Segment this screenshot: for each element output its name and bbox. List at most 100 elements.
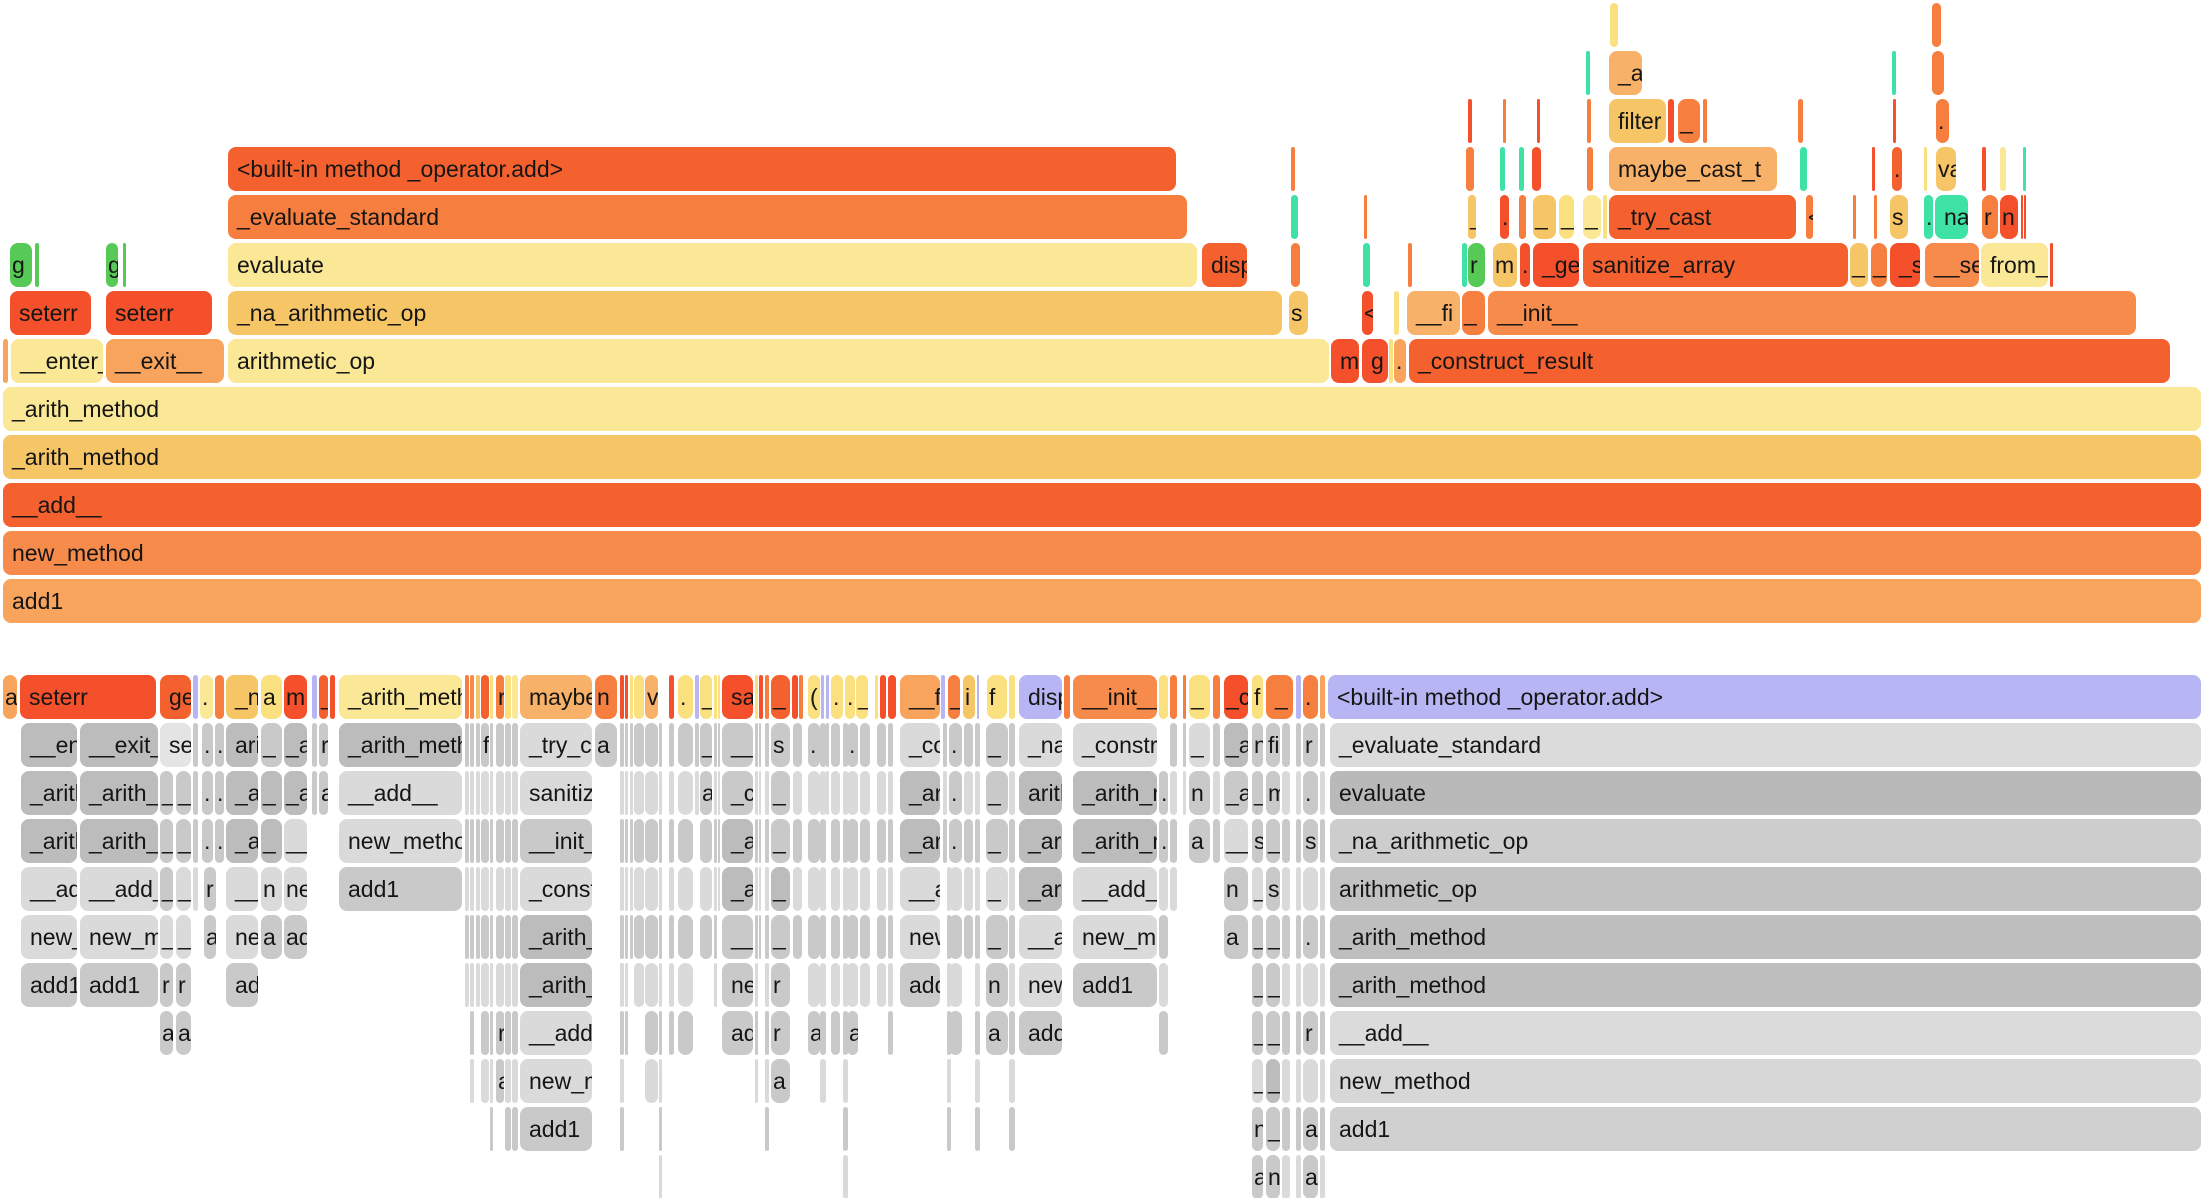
flame-bar[interactable] [2021,195,2023,239]
flame-bar-n[interactable]: n [986,963,1008,1007]
flame-bar-_[interactable]: _ [1871,243,1887,287]
flame-bar-new_method[interactable]: new_method [1073,915,1157,959]
flame-bar-s[interactable]: s [771,723,790,767]
flame-bar-_a[interactable]: _a [284,771,307,815]
flame-bar-n[interactable]: n [1252,1107,1263,1151]
flame-bar-filter[interactable]: filter [1609,99,1666,143]
flame-bar-[interactable]: . [845,675,855,719]
flame-bar[interactable] [1159,1011,1168,1055]
flame-bar[interactable] [465,771,469,815]
flame-bar[interactable] [481,675,489,719]
flame-bar[interactable] [476,675,480,719]
flame-bar-new_method[interactable]: new_method [900,915,940,959]
flame-bar[interactable] [481,1011,489,1055]
flame-bar-n[interactable]: n [2000,195,2018,239]
flame-bar-seterr[interactable]: seterr [106,291,212,335]
flame-bar-__add__[interactable]: __add__ [3,483,2201,527]
flame-bar-r[interactable]: r [496,675,504,719]
flame-bar[interactable] [1291,147,1295,191]
flame-bar-__exit__[interactable]: __exit__ [106,339,224,383]
flame-bar[interactable] [1170,675,1177,719]
flame-bar-_na_arithmetic_op[interactable]: _na_arithmetic_op [228,291,1282,335]
flame-bar-[interactable]: . [1520,243,1530,287]
flame-bar-[interactable]: . [808,723,820,767]
flame-bar[interactable] [1408,243,1412,287]
flame-bar[interactable] [808,867,820,911]
flame-bar[interactable] [669,819,674,863]
flame-bar-r[interactable]: r [1303,1011,1318,1055]
flame-bar[interactable] [1291,195,1298,239]
flame-bar[interactable] [645,819,658,863]
flame-bar[interactable] [765,771,769,815]
flame-bar-ne[interactable]: ne [284,867,307,911]
flame-bar[interactable] [1320,1011,1325,1055]
flame-bar-add1[interactable]: add1 [1019,1011,1062,1055]
flame-bar[interactable] [1466,147,1474,191]
flame-bar-_[interactable]: _ [700,675,712,719]
flame-bar[interactable] [765,723,769,767]
flame-bar[interactable] [634,723,644,767]
flame-bar[interactable] [678,1011,693,1055]
flame-bar[interactable] [1853,195,1856,239]
flame-bar-_na_arithmetic_op[interactable]: _na_arithmetic_op [1330,819,2201,863]
flame-bar-add1[interactable]: add1 [21,963,77,1007]
flame-bar[interactable] [193,819,198,863]
flame-bar-_evaluate_standard[interactable]: _evaluate_standard [228,195,1187,239]
flame-bar[interactable] [1394,291,1399,335]
flame-bar[interactable] [620,819,624,863]
flame-bar[interactable] [1924,147,1927,191]
flame-bar-_[interactable]: _ [1266,1011,1280,1055]
flame-bar-maybe[interactable]: maybe [520,675,592,719]
flame-bar-[interactable]: . [202,771,213,815]
flame-bar-_arith_method[interactable]: _arith_method [80,771,158,815]
flame-bar-_[interactable]: _ [771,771,790,815]
flame-bar-_arith_method[interactable]: _arith_method [21,819,77,863]
flame-bar[interactable] [949,867,962,911]
flame-bar[interactable] [718,819,720,863]
flame-bar[interactable] [1519,195,1526,239]
flame-bar[interactable] [625,1011,628,1055]
flame-bar[interactable] [943,771,947,815]
flame-bar-new_method[interactable]: new_method [339,819,462,863]
flame-bar[interactable] [465,963,469,1007]
flame-bar[interactable] [470,771,474,815]
flame-bar-r[interactable]: r [1468,243,1485,287]
flame-bar-s[interactable]: s [1266,867,1280,911]
flame-bar[interactable] [620,723,624,767]
flame-bar[interactable] [1610,3,1618,47]
flame-bar[interactable] [755,963,758,1007]
flame-bar[interactable] [505,675,511,719]
flame-bar[interactable] [765,1107,769,1151]
flame-bar[interactable] [512,1107,518,1151]
flame-bar-a[interactable]: a [1252,1155,1263,1198]
flame-bar[interactable] [659,1011,662,1055]
flame-bar[interactable] [2023,147,2026,191]
flame-bar[interactable] [645,1059,658,1103]
flame-bar-n[interactable]: n [1252,723,1263,767]
flame-bar-arithmetic_op[interactable]: arithmetic_op [1330,867,2201,911]
flame-bar-_[interactable]: _ [771,867,790,911]
flame-bar[interactable] [512,723,518,767]
flame-bar[interactable] [975,1107,980,1151]
flame-bar-_[interactable]: _ [1252,1059,1263,1103]
flame-bar[interactable] [820,915,826,959]
flame-bar[interactable] [1291,243,1300,287]
flame-bar-arithmetic_op[interactable]: arithmetic_op [226,723,258,767]
flame-bar[interactable] [490,819,493,863]
flame-bar-_[interactable]: _ [1266,1059,1280,1103]
flame-bar[interactable] [625,723,628,767]
flame-bar[interactable] [831,819,840,863]
flame-bar-built-in-method-_operator-add[interactable]: <built-in method _operator.add> [1328,675,2201,719]
flame-bar[interactable] [330,675,335,719]
flame-bar[interactable] [941,675,945,719]
flame-bar-_[interactable]: _ [986,915,1008,959]
flame-bar-__[interactable]: __ [1224,819,1248,863]
flame-bar-_[interactable]: _ [261,819,282,863]
flame-bar[interactable] [470,915,474,959]
flame-bar[interactable] [669,867,674,911]
flame-bar[interactable] [1009,771,1015,815]
flame-bar[interactable] [193,867,198,911]
flame-bar[interactable] [512,1059,518,1103]
flame-bar[interactable] [888,675,896,719]
flame-bar[interactable] [877,723,886,767]
